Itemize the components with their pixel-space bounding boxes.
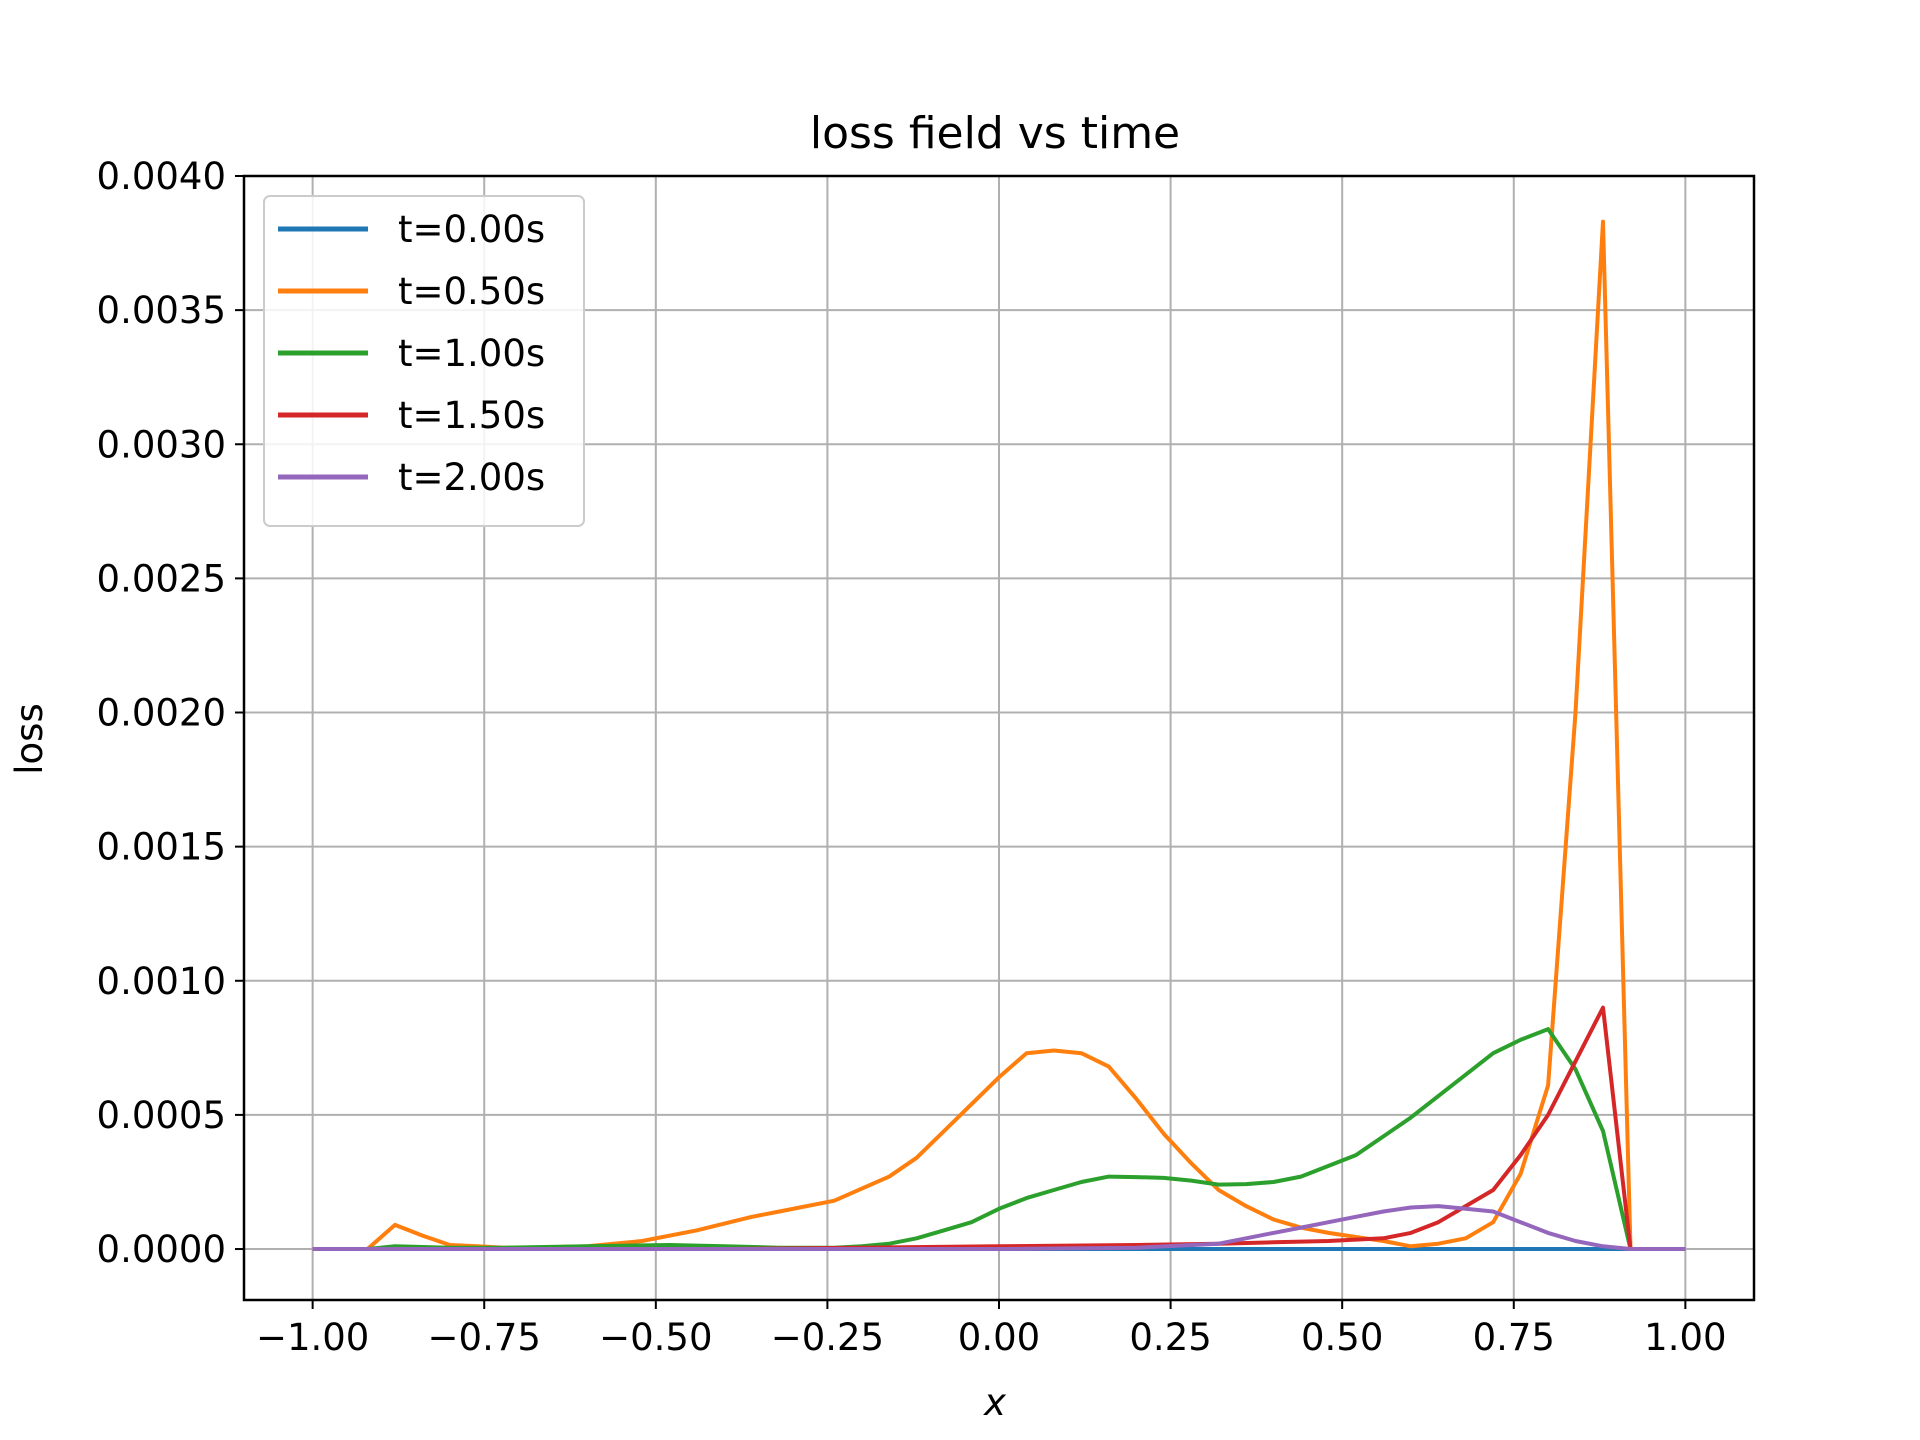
x-tick-label: 0.50 bbox=[1301, 1316, 1383, 1359]
series-lines bbox=[312, 219, 1686, 1251]
x-tick-label: −1.00 bbox=[256, 1316, 369, 1359]
legend: t=0.00s t=0.50s t=1.00s t=1.50s t=2.00s bbox=[263, 195, 585, 527]
y-tick-label: 0.0015 bbox=[97, 826, 226, 869]
legend-label: t=0.00s bbox=[398, 208, 545, 251]
y-tick-label: 0.0025 bbox=[97, 557, 226, 600]
y-tick-label: 0.0020 bbox=[97, 692, 226, 735]
y-tick-label: 0.0030 bbox=[97, 423, 226, 466]
y-tick-label: 0.0035 bbox=[97, 289, 226, 332]
y-tick-label: 0.0040 bbox=[97, 155, 226, 198]
y-axis-label: loss bbox=[8, 703, 51, 774]
y-tick-label: 0.0010 bbox=[97, 960, 226, 1003]
x-axis-ticks: −1.00 −0.75 −0.50 −0.25 0.00 0.25 0.50 0.75 1.00 bbox=[256, 1300, 1727, 1359]
x-tick-label: 0.75 bbox=[1473, 1316, 1555, 1359]
x-axis-label: x bbox=[983, 1381, 1007, 1424]
legend-label: t=1.50s bbox=[398, 394, 545, 437]
x-tick-label: −0.25 bbox=[771, 1316, 884, 1359]
y-tick-label: 0.0000 bbox=[97, 1228, 226, 1271]
legend-label: t=1.00s bbox=[398, 332, 545, 375]
x-tick-label: 0.25 bbox=[1129, 1316, 1211, 1359]
legend-items: t=0.00s t=0.50s t=1.00s t=1.50s t=2.00s bbox=[278, 208, 545, 499]
y-axis-ticks: 0.0000 0.0005 0.0010 0.0015 0.0020 0.0025 0.00… bbox=[97, 155, 244, 1271]
legend-label: t=2.00s bbox=[398, 456, 545, 499]
series-line-2 bbox=[312, 1027, 1686, 1251]
x-tick-label: 1.00 bbox=[1644, 1316, 1726, 1359]
legend-label: t=0.50s bbox=[398, 270, 545, 313]
chart-title: loss field vs time bbox=[810, 108, 1180, 159]
x-tick-label: 0.00 bbox=[958, 1316, 1040, 1359]
y-tick-label: 0.0005 bbox=[97, 1094, 226, 1137]
x-tick-label: −0.50 bbox=[599, 1316, 712, 1359]
series-line-4 bbox=[312, 1204, 1686, 1251]
legend-box bbox=[263, 195, 585, 527]
x-tick-label: −0.75 bbox=[428, 1316, 541, 1359]
